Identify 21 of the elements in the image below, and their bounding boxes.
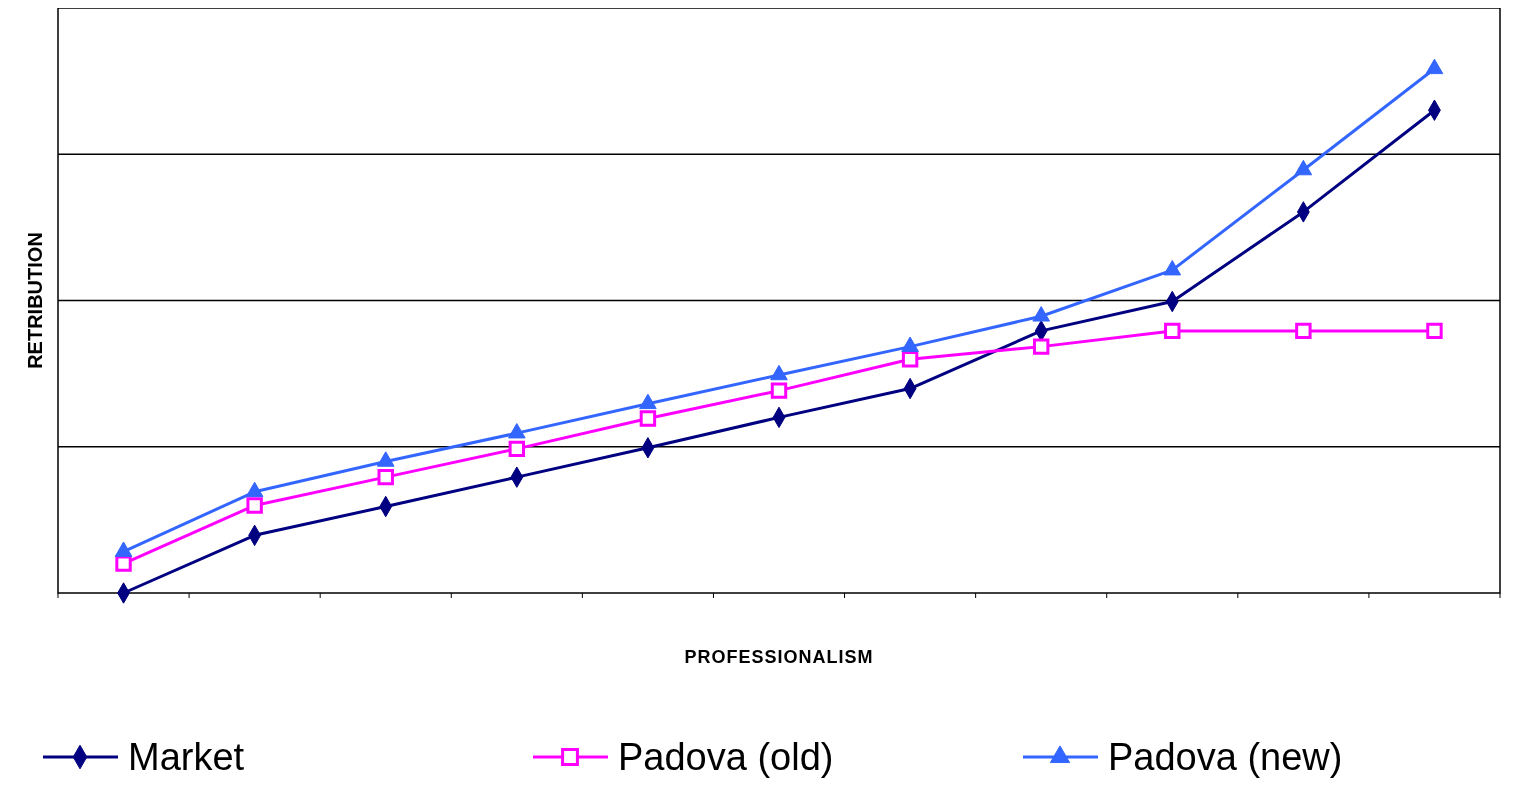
point	[115, 555, 132, 572]
legend-label: Padova (old)	[618, 736, 834, 778]
point	[508, 440, 526, 458]
point	[246, 497, 263, 514]
point	[770, 382, 788, 399]
point	[377, 468, 394, 486]
point	[1425, 58, 1444, 75]
point	[1294, 159, 1313, 176]
point	[1295, 322, 1312, 340]
legend-label: Market	[128, 736, 245, 778]
x-axis-title: PROFESSIONALISM	[684, 647, 874, 667]
legend-label: Padova (new)	[1108, 736, 1343, 778]
point	[1163, 259, 1182, 276]
y-axis-title: RETRIBUTION	[24, 232, 46, 369]
point	[1032, 338, 1050, 355]
point	[1426, 322, 1443, 340]
point	[901, 351, 919, 368]
point	[507, 423, 526, 439]
point	[639, 410, 657, 427]
point	[1164, 322, 1181, 340]
point	[1032, 306, 1051, 322]
